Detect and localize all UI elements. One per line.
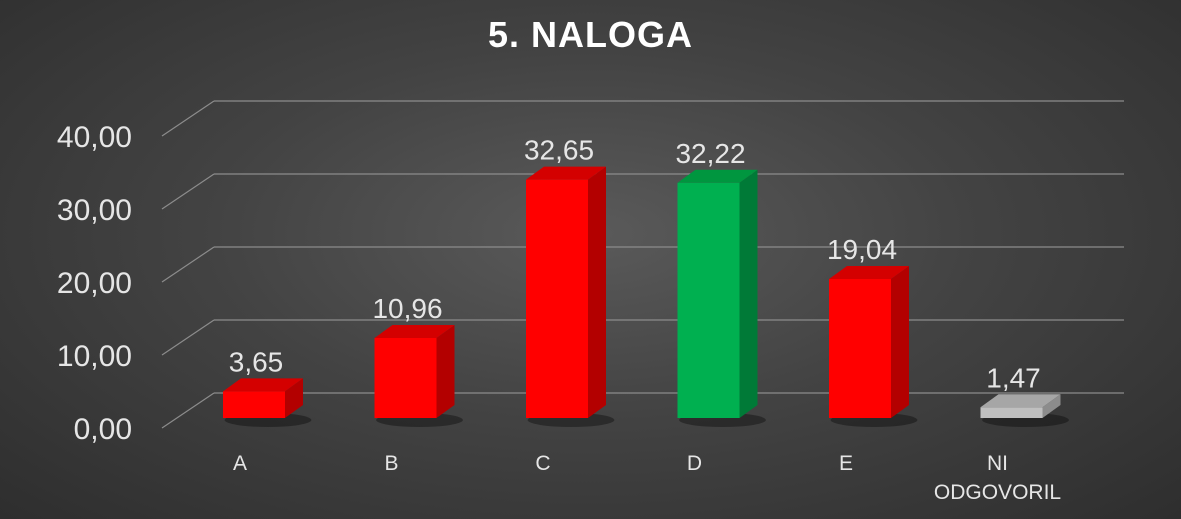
bar [677,182,740,418]
y-tick-label: 10,00 [57,340,132,373]
gridline-side [161,392,215,429]
y-tick-label: 40,00 [57,121,132,154]
x-tick-label: C [535,452,550,475]
y-tick-label: 30,00 [57,194,132,227]
gridline-side [161,173,215,210]
x-tick-label: B [384,452,398,475]
data-label: 19,04 [827,234,897,265]
x-tick-label: E [839,452,853,475]
bar-side [436,324,455,418]
x-tick-label: A [233,452,247,475]
bar [829,279,891,418]
x-tick-label: D [687,452,702,475]
data-label: 1,47 [986,362,1041,393]
bar-top [526,166,606,180]
bar [374,337,437,418]
data-label: 32,65 [524,135,594,166]
bar-top [374,324,455,338]
bar-top [980,394,1061,408]
bar [980,407,1043,418]
data-label: 10,96 [372,293,442,324]
y-tick-label: 20,00 [57,267,132,300]
x-tick-label: NI ODGOVORIL [934,452,1061,504]
gridline-side [161,319,215,356]
gridline-side [161,246,215,283]
gridline-side [161,100,215,137]
bar-side [891,266,909,418]
y-tick-label: 0,00 [74,413,132,446]
bar [526,179,588,418]
data-label: 3,65 [229,346,284,377]
bar-side [1042,394,1061,418]
bar [223,391,285,418]
bar-side [739,169,758,418]
data-label: 32,22 [675,138,745,169]
bar-top [829,266,909,280]
bar-side [285,378,303,418]
bar-side [588,166,606,418]
bar-top [223,378,303,392]
bar-top [677,169,758,183]
chart-title: 5. NALOGA [487,14,693,55]
